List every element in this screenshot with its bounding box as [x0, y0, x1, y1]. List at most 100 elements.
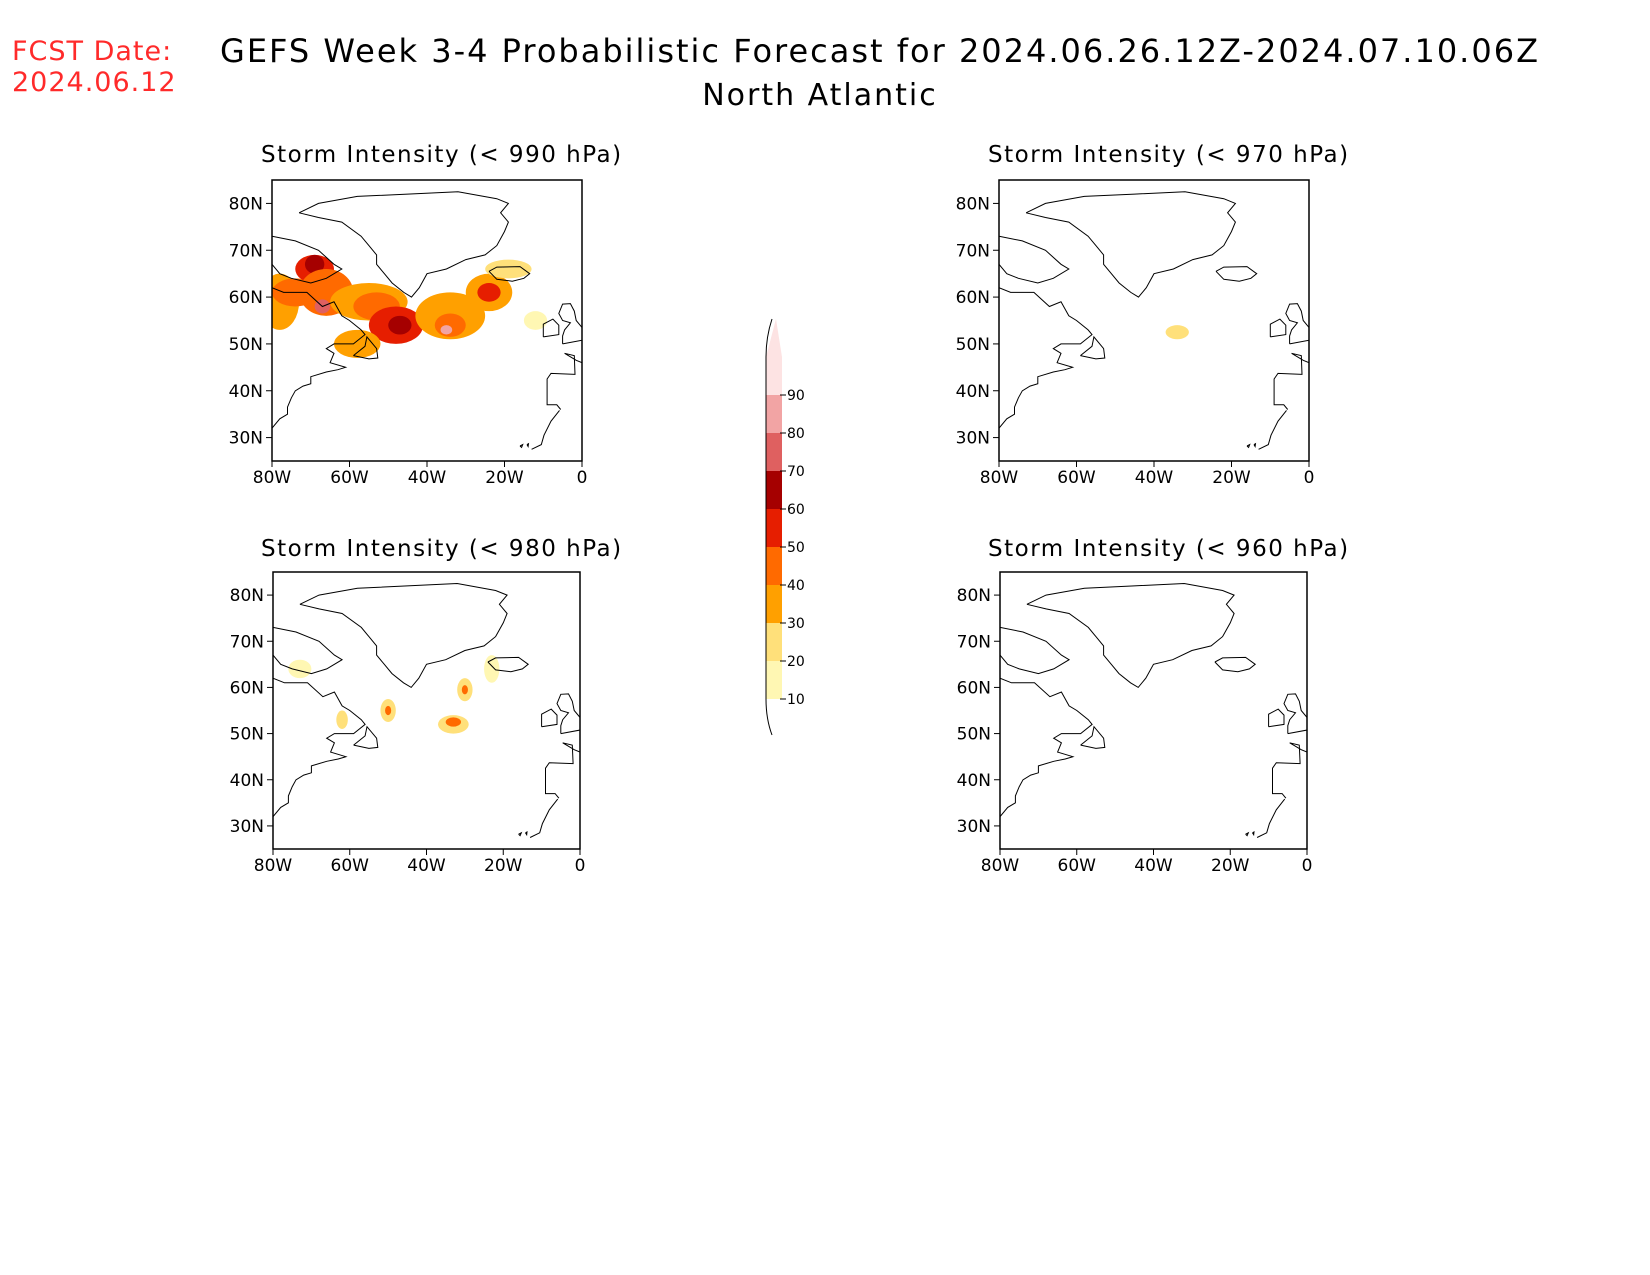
- coastline: [1253, 442, 1257, 449]
- probability-area-20: [336, 710, 348, 729]
- lat-label: 60N: [229, 288, 263, 308]
- lon-label: 80W: [253, 468, 292, 488]
- coastline: [272, 287, 366, 438]
- coastline: [1215, 266, 1258, 282]
- probability-area-10: [288, 659, 312, 679]
- probability-shading: [272, 254, 548, 358]
- map-970-svg: 80N 70N 60N 50N 40N 30N 80W 60W 40W 20W 0: [956, 179, 1314, 488]
- region-subtitle: North Atlantic: [702, 78, 938, 113]
- colorbar-label: 10: [787, 692, 805, 708]
- lon-label: 80W: [980, 468, 1019, 488]
- lat-label: 40N: [230, 771, 264, 791]
- lon-label: 0: [577, 468, 588, 488]
- forecast-date-value: 2024.06.12: [12, 67, 177, 98]
- colorbar-svg: 10 20 30 40 50 60 70 80 90: [765, 318, 805, 736]
- coastline: [1000, 626, 1071, 675]
- lat-label: 30N: [957, 817, 991, 837]
- probability-area-30: [334, 329, 381, 358]
- coastline: [525, 830, 528, 837]
- lat-label: 50N: [956, 335, 990, 355]
- lat-label: 30N: [229, 429, 263, 449]
- map-960-svg: 80N 70N 60N 50N 40N 30N 80W 60W 40W 20W 0: [957, 571, 1312, 876]
- coastline: [999, 287, 1093, 438]
- colorbar-swatch: [766, 433, 782, 471]
- coastline: [1273, 352, 1309, 410]
- map-frame: [998, 179, 1310, 462]
- probability-area-40: [461, 685, 468, 695]
- page-title: GEFS Week 3-4 Probabilistic Forecast for…: [220, 32, 1540, 70]
- lat-label: 60N: [957, 678, 991, 698]
- probability-area-40: [385, 705, 392, 716]
- coastline: [556, 693, 580, 735]
- colorbar-label: 60: [787, 502, 805, 518]
- coastline: [545, 742, 580, 799]
- colorbar-label: 20: [787, 654, 805, 670]
- probability-area-10: [523, 311, 548, 330]
- lat-label: 80N: [957, 586, 991, 606]
- coastline: [1268, 708, 1285, 728]
- coastline: [1258, 410, 1287, 450]
- lat-label: 50N: [957, 725, 991, 745]
- lon-label: 40W: [407, 856, 446, 876]
- coastline: [1025, 191, 1237, 298]
- colorbar-swatch: [766, 395, 782, 433]
- lon-label: 60W: [331, 856, 370, 876]
- coastline: [353, 335, 379, 360]
- coastline: [529, 798, 559, 838]
- map-960: 80N 70N 60N 50N 40N 30N 80W 60W 40W 20W 0: [957, 571, 1312, 876]
- probability-area-10: [484, 655, 500, 683]
- coastline: [1283, 693, 1307, 735]
- coastline: [526, 442, 530, 449]
- lon-label: 80W: [254, 856, 293, 876]
- coastline: [273, 626, 344, 675]
- coastline: [298, 191, 510, 298]
- coastline: [542, 318, 560, 338]
- coastlines: [272, 191, 582, 450]
- coastlines: [999, 191, 1309, 450]
- lat-label: 50N: [230, 725, 264, 745]
- coastline: [1000, 677, 1093, 826]
- probability-shading: [1165, 325, 1189, 340]
- panel-960-title: Storm Intensity (< 960 hPa): [988, 536, 1350, 562]
- coastline: [1245, 831, 1250, 837]
- coastline: [487, 656, 530, 673]
- coastline: [488, 266, 531, 282]
- lon-label: 60W: [1058, 856, 1097, 876]
- lat-label: 70N: [957, 632, 991, 652]
- lon-label: 20W: [1212, 468, 1251, 488]
- forecast-date-block: FCST Date: 2024.06.12: [12, 36, 177, 98]
- lon-label: 40W: [1134, 856, 1173, 876]
- lon-label: 20W: [1211, 856, 1250, 876]
- coastline: [531, 410, 560, 450]
- coastline: [546, 352, 582, 410]
- coastline: [1285, 303, 1309, 345]
- colorbar-swatch: [766, 623, 782, 661]
- lat-label: 50N: [229, 335, 263, 355]
- colorbar-label: 80: [787, 426, 805, 442]
- lon-label: 80W: [981, 856, 1020, 876]
- lat-label: 70N: [230, 632, 264, 652]
- lon-label: 40W: [408, 468, 447, 488]
- coastlines: [1000, 582, 1307, 838]
- lat-label: 40N: [956, 382, 990, 402]
- lat-label: 80N: [956, 194, 990, 214]
- lon-label: 20W: [484, 856, 523, 876]
- probability-area-40: [434, 313, 466, 337]
- colorbar-label: 30: [787, 616, 805, 632]
- lat-label: 80N: [230, 586, 264, 606]
- coastline: [1269, 318, 1287, 338]
- coastline: [1214, 656, 1257, 673]
- colorbar-label: 50: [787, 540, 805, 556]
- colorbar-swatch: [766, 509, 782, 547]
- lat-label: 70N: [956, 241, 990, 261]
- lat-label: 60N: [230, 678, 264, 698]
- lat-label: 40N: [957, 771, 991, 791]
- map-990-svg: 80N 70N 60N 50N 40N 30N 80W 60W 40W 20W 0: [229, 179, 587, 488]
- colorbar-label: 70: [787, 464, 805, 480]
- lon-label: 40W: [1135, 468, 1174, 488]
- lon-label: 0: [575, 856, 586, 876]
- colorbar-edge: [765, 318, 773, 736]
- probability-area-60: [304, 254, 325, 274]
- map-970: 80N 70N 60N 50N 40N 30N 80W 60W 40W 20W 0: [956, 179, 1314, 488]
- probability-area-20: [1165, 325, 1189, 340]
